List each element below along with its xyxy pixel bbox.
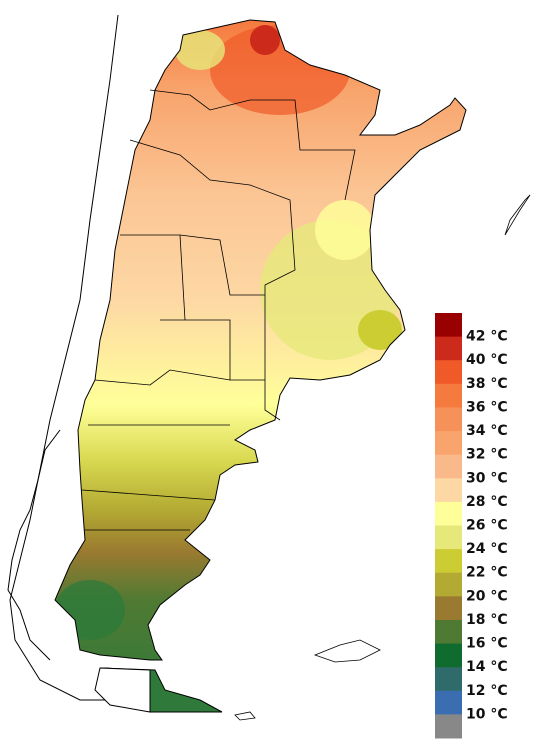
tierra-del-fuego [94, 667, 223, 713]
legend-swatch [435, 454, 462, 479]
legend-label: 30 °C [466, 470, 508, 486]
legend-swatch [435, 667, 462, 692]
legend-label: 26 °C [466, 518, 508, 534]
legend-label: 34 °C [466, 423, 508, 439]
coastline [234, 194, 531, 721]
legend-swatch [435, 313, 462, 338]
legend-swatch [435, 478, 462, 503]
legend-swatch [435, 336, 462, 361]
legend-swatch [435, 572, 462, 597]
legend-label: 12 °C [466, 683, 508, 699]
legend-swatch [435, 690, 462, 715]
legend-label: 40 °C [466, 352, 508, 368]
legend-swatch [435, 431, 462, 456]
legend-swatch [435, 619, 462, 645]
legend-label: 32 °C [466, 447, 508, 463]
legend-swatch [435, 383, 462, 408]
legend-swatch [435, 501, 462, 526]
legend-label: 22 °C [466, 565, 508, 581]
legend-label: 42 °C [466, 329, 508, 345]
province-borders [81, 89, 356, 531]
legend-swatch [435, 525, 462, 550]
legend-label: 10 °C [466, 706, 508, 722]
legend-swatch [435, 549, 462, 574]
legend-label: 36 °C [466, 399, 508, 415]
legend-label: 14 °C [466, 659, 508, 675]
legend-swatch [435, 407, 462, 432]
legend-label: 24 °C [466, 541, 508, 557]
legend-swatch [435, 643, 462, 668]
legend-label: 18 °C [466, 612, 508, 628]
legend-swatch [435, 714, 462, 739]
legend-label: 28 °C [466, 494, 508, 510]
legend: 42 °C 40 °C 38 °C 36 °C 34 °C 32 °C 30 °C 28 °C… [435, 313, 508, 739]
legend-label: 20 °C [466, 588, 508, 604]
legend-swatch [435, 596, 462, 621]
legend-label: 38 °C [466, 376, 508, 392]
chile-outline [7, 14, 120, 701]
legend-swatch [435, 360, 462, 385]
legend-label: 16 °C [466, 636, 508, 652]
